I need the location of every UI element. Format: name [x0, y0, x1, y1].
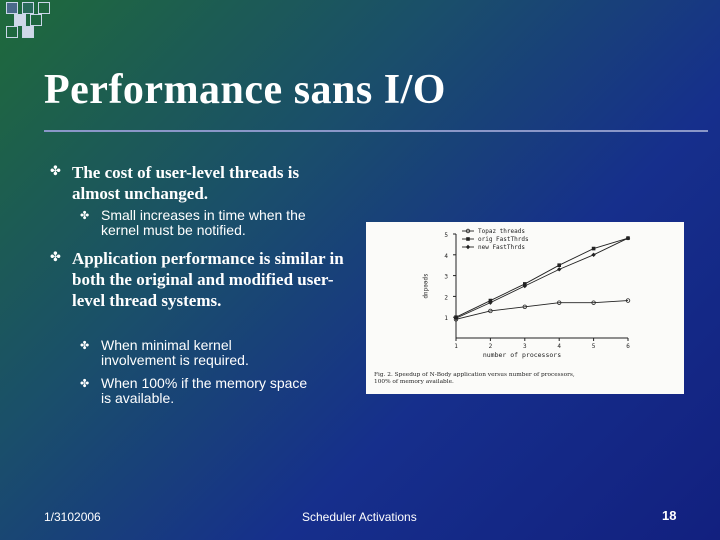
x-tick-label: 1: [454, 343, 458, 350]
y-tick-label: 5: [444, 232, 448, 239]
sub-bullet-2-2-text: When 100% if the memory space is availab…: [101, 375, 308, 406]
series-line-3: [455, 237, 629, 319]
bullet-icon: ✤: [80, 377, 90, 390]
data-point: [591, 246, 596, 251]
corner-squares-decoration: [0, 0, 60, 44]
sub-bullet-2-1: ✤ When minimal kernel involvement is req…: [80, 338, 310, 368]
data-point: [556, 300, 562, 305]
footer-date: 1/3102006: [44, 510, 101, 524]
bullet-1: ✤ The cost of user-level threads is almo…: [50, 162, 350, 204]
page-number: 18: [662, 508, 677, 523]
slide-title: Performance sans I/O: [44, 67, 446, 113]
data-point: [522, 304, 527, 309]
bullet-icon: ✤: [80, 209, 90, 222]
x-tick-label: 5: [592, 343, 596, 350]
data-point: [557, 267, 562, 272]
figure-caption-line-1: Fig. 2. Speedup of N-Body application ve…: [374, 372, 575, 378]
data-point: [466, 237, 470, 241]
data-point: [465, 244, 471, 250]
footer-title: Scheduler Activations: [302, 510, 417, 524]
bullet-2: ✤ Application performance is similar in …: [50, 248, 350, 311]
x-tick-label: 2: [489, 343, 493, 350]
bullet-icon: ✤: [50, 164, 61, 179]
speedup-chart: 1 2 3 4 5 1 2 3 4 5 6 number of processors speedup To…: [374, 228, 631, 385]
data-point: [465, 228, 471, 234]
sub-bullet-2-1-text: When minimal kernel involvement is requi…: [101, 337, 249, 368]
sub-bullet-2-2: ✤ When 100% if the memory space is avail…: [80, 376, 310, 406]
x-tick-label: 3: [523, 343, 527, 350]
x-tick-label: 4: [557, 343, 561, 350]
data-point: [591, 252, 596, 257]
y-axis-label: speedup: [422, 273, 429, 299]
series-line-1: [455, 300, 629, 320]
bullet-1-text: The cost of user-level threads is almost…: [72, 163, 300, 203]
data-point: [625, 235, 631, 241]
legend-label-1: Topaz threads: [478, 228, 525, 235]
y-tick-label: 1: [444, 315, 448, 322]
data-point: [488, 308, 493, 314]
y-tick-label: 2: [444, 294, 448, 301]
y-tick-label: 4: [444, 253, 448, 260]
figure-caption-line-2: 100% of memory available.: [374, 379, 454, 385]
sub-bullet-1-1-text: Small increases in time when the kernel …: [101, 207, 306, 238]
x-axis-label: number of processors: [483, 351, 561, 359]
data-point: [557, 263, 561, 267]
legend-label-3: new FastThrds: [478, 244, 525, 251]
data-point: [591, 300, 596, 305]
title-divider: [44, 130, 708, 132]
data-point: [625, 298, 631, 303]
data-point: [488, 300, 493, 305]
x-tick-label: 6: [626, 343, 630, 350]
sub-bullet-1-1: ✤ Small increases in time when the kerne…: [80, 208, 340, 238]
y-tick-label: 3: [444, 274, 448, 281]
speedup-figure: 1 2 3 4 5 1 2 3 4 5 6 number of processors speedup To…: [366, 222, 684, 394]
bullet-icon: ✤: [50, 250, 61, 265]
bullet-2-text: Application performance is similar in bo…: [72, 249, 344, 310]
series-line-2: [455, 237, 629, 318]
bullet-icon: ✤: [80, 339, 90, 352]
legend-label-2: orig FastThrds: [478, 236, 529, 243]
data-point: [453, 316, 459, 321]
